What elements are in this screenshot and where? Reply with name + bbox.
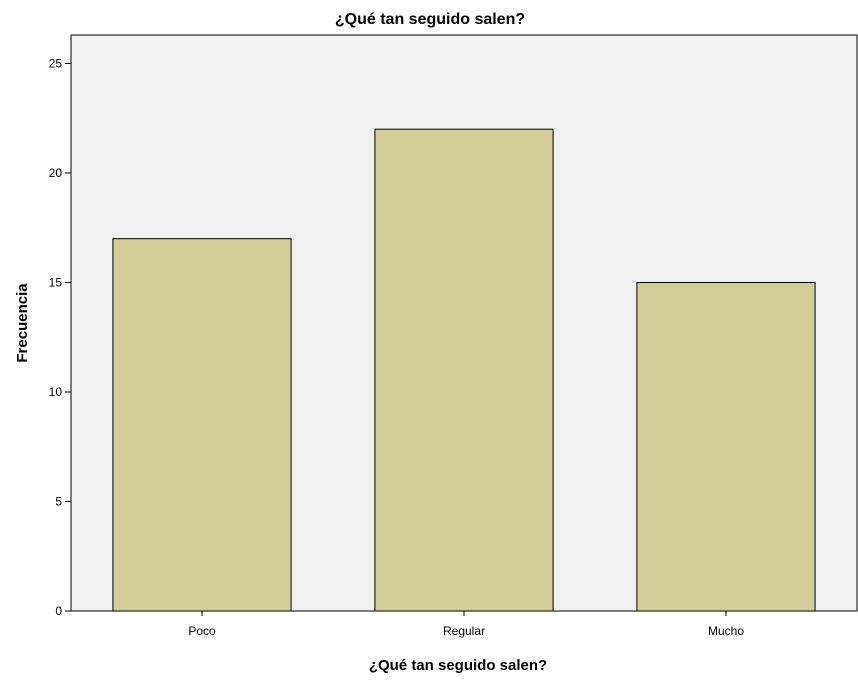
- y-tick-label-2: 10: [49, 385, 63, 399]
- x-axis-ticks: Poco Regular Mucho: [188, 611, 744, 638]
- x-axis-label: ¿Qué tan seguido salen?: [369, 657, 547, 674]
- y-tick-label-0: 0: [55, 604, 62, 618]
- chart-title: ¿Qué tan seguido salen?: [335, 11, 525, 28]
- bar-poco: [112, 238, 292, 612]
- y-tick-label-3: 15: [49, 275, 63, 289]
- y-tick-label-4: 20: [49, 166, 63, 180]
- y-tick-label-5: 25: [49, 56, 63, 70]
- y-axis-label: Frecuencia: [14, 283, 31, 363]
- y-tick-label-1: 5: [55, 494, 62, 508]
- x-tick-label-mucho: Mucho: [708, 624, 744, 638]
- x-tick-label-poco: Poco: [188, 624, 216, 638]
- bars: [112, 128, 816, 612]
- y-axis-ticks: 0 5 10 15 20 25: [49, 56, 71, 618]
- x-tick-label-regular: Regular: [443, 624, 485, 638]
- bar-mucho: [636, 281, 816, 612]
- bar-regular: [374, 128, 554, 612]
